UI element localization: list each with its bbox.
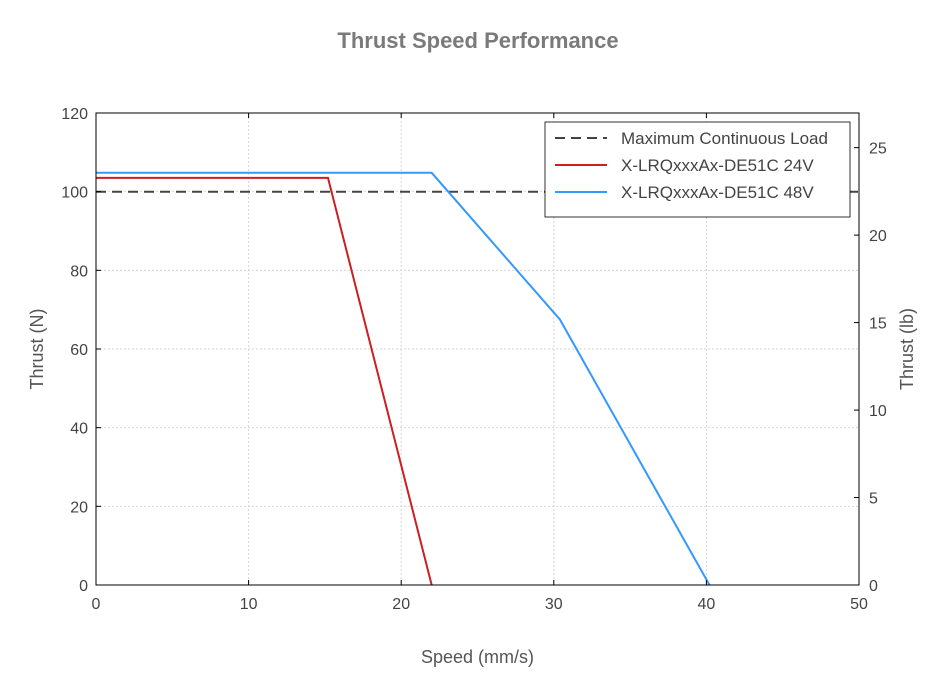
x-tick-label: 0 [92,596,101,613]
y-tick-label-left: 60 [70,342,88,359]
x-tick-label: 30 [545,596,563,613]
y-tick-label-right: 15 [869,316,887,333]
grid [96,113,859,585]
x-tick-label: 20 [392,596,410,613]
legend-entry-48v: X-LRQxxxAx-DE51C 48V [621,183,814,202]
y-tick-label-left: 100 [61,185,88,202]
y-tick-label-left: 20 [70,499,88,516]
y-tick-label-left: 120 [61,106,88,123]
y-tick-label-right: 10 [869,403,887,420]
series-24v-line [96,176,433,586]
series-group [96,171,859,586]
y-tick-label-left: 40 [70,421,88,438]
chart-title: Thrust Speed Performance [337,28,618,53]
y-tick-label-left: 80 [70,263,88,280]
legend: Maximum Continuous Load X-LRQxxxAx-DE51C … [544,121,851,218]
x-axis-label: Speed (mm/s) [421,647,534,667]
y-tick-label-right: 25 [869,141,887,158]
x-tick-label: 10 [240,596,258,613]
x-tick-label: 50 [850,596,868,613]
y-axis-label-left: Thrust (N) [27,309,47,390]
y-axis-label-right: Thrust (lb) [897,308,917,390]
legend-entry-max-load: Maximum Continuous Load [621,129,828,148]
x-tick-label: 40 [698,596,716,613]
series-48v-line [96,171,711,586]
y-tick-label-right: 5 [869,491,878,508]
legend-entry-24v: X-LRQxxxAx-DE51C 24V [621,156,814,175]
y-tick-label-right: 0 [869,578,878,595]
y-tick-label-right: 20 [869,228,887,245]
y-tick-label-left: 0 [79,578,88,595]
